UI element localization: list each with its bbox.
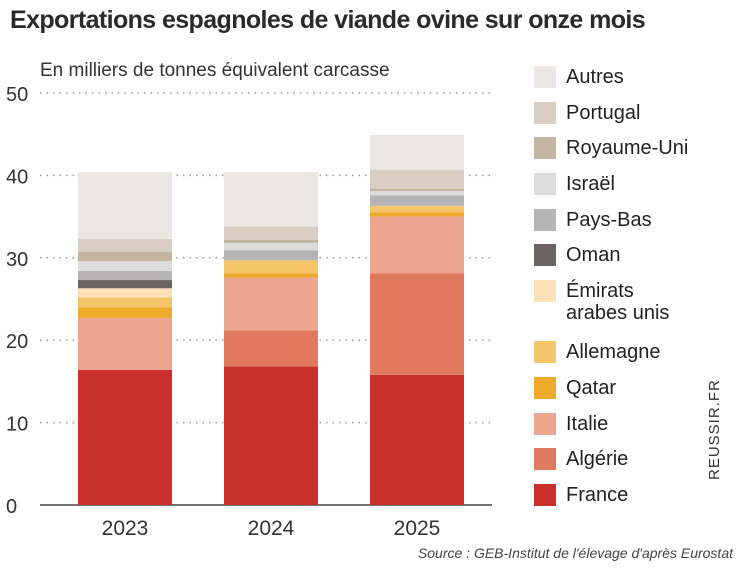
bar-segment-2023-4 (78, 297, 172, 308)
bar-segment-2025-9 (370, 188, 464, 192)
legend-swatch (534, 244, 556, 267)
legend-swatch (534, 101, 556, 124)
legend-label: Israël (566, 173, 615, 196)
legend-item: Oman (534, 244, 716, 280)
bar-segment-2023-3 (78, 307, 172, 318)
bar-segment-2025-11 (370, 135, 464, 170)
bar-segment-2024-0 (224, 366, 318, 505)
y-tick-label: 30 (6, 249, 28, 271)
legend-label: Pays-Bas (566, 208, 652, 231)
legend-swatch (534, 137, 556, 160)
x-tick-label: 2023 (102, 517, 149, 540)
legend-item: Israël (534, 173, 716, 209)
y-tick-label: 0 (6, 496, 17, 518)
brand-watermark: REUSSIR.FR (706, 379, 723, 480)
legend-item: Allemagne (534, 341, 716, 377)
legend-swatch (534, 173, 556, 196)
bar-segment-2024-7 (224, 250, 318, 261)
bar-segment-2024-11 (224, 172, 318, 227)
legend-label: Portugal (566, 101, 641, 124)
bar-segment-2025-8 (370, 191, 464, 196)
source-note: Source : GEB-Institut de l'élevage d'apr… (417, 545, 733, 561)
legend-label: Royaume-Uni (566, 137, 689, 160)
legend-item: Portugal (534, 101, 716, 138)
legend-label: Oman (566, 244, 621, 267)
bar-segment-2024-8 (224, 242, 318, 251)
legend-label: Émirats arabes unis (566, 280, 670, 325)
legend-label: France (566, 483, 629, 506)
bar-segment-2024-3 (224, 273, 318, 278)
legend-item: Italie (534, 412, 716, 449)
bar-segment-2023-11 (78, 172, 172, 239)
legend-label: Italie (566, 412, 609, 435)
legend-item: Émirats arabes unis (534, 280, 716, 341)
bar-segment-2023-5 (78, 288, 172, 298)
legend-swatch (534, 341, 556, 364)
x-tick-label: 2024 (248, 517, 295, 540)
chart-title: Exportations espagnoles de viande ovine … (10, 6, 646, 34)
bar-segment-2023-7 (78, 270, 172, 281)
legend-label: Allemagne (566, 341, 661, 364)
legend-item: Royaume-Uni (534, 137, 716, 173)
bar-segment-2023-6 (78, 280, 172, 289)
legend-label: Algérie (566, 448, 629, 471)
bar-segment-2025-1 (370, 273, 464, 375)
chart-subtitle: En milliers de tonnes équivalent carcass… (40, 60, 390, 81)
legend-swatch (534, 412, 556, 435)
legend-label: Autres (566, 66, 624, 88)
bar-segment-2024-1 (224, 330, 318, 367)
bar-segment-2023-9 (78, 252, 172, 262)
bar-segment-2023-0 (78, 369, 172, 505)
legend-item: Algérie (534, 448, 716, 484)
legend-swatch (534, 66, 556, 88)
legend-swatch (534, 448, 556, 471)
bar-segment-2024-2 (224, 277, 318, 331)
bar-segment-2024-4 (224, 260, 318, 274)
bar-segment-2024-9 (224, 239, 318, 243)
bar-segment-2023-10 (78, 238, 172, 253)
bar-segment-2025-7 (370, 195, 464, 206)
legend-swatch (534, 280, 556, 303)
legend-swatch (534, 483, 556, 506)
bar-segment-2023-2 (78, 317, 172, 370)
bar-segment-2024-10 (224, 226, 318, 240)
x-tick-label: 2025 (394, 517, 441, 540)
bar-segment-2025-10 (370, 169, 464, 189)
y-tick-label: 20 (6, 331, 28, 353)
legend-item: Pays-Bas (534, 208, 716, 245)
y-tick-label: 40 (6, 166, 28, 188)
bar-segment-2025-4 (370, 205, 464, 213)
legend-swatch (534, 208, 556, 231)
bar-segment-2025-0 (370, 374, 464, 505)
bar-segment-2025-2 (370, 216, 464, 274)
legend-item: France (534, 483, 716, 520)
bar-segment-2023-8 (78, 261, 172, 271)
legend: Autres Portugal Royaume-Uni Israël Pays-Bas O… (534, 66, 716, 520)
legend-item: Autres (534, 66, 716, 102)
legend-item: Qatar (534, 376, 716, 413)
y-tick-label: 10 (6, 414, 28, 436)
legend-swatch (534, 376, 556, 399)
bar-segment-2025-3 (370, 212, 464, 217)
legend-label: Qatar (566, 376, 617, 399)
y-tick-label: 50 (6, 84, 28, 106)
